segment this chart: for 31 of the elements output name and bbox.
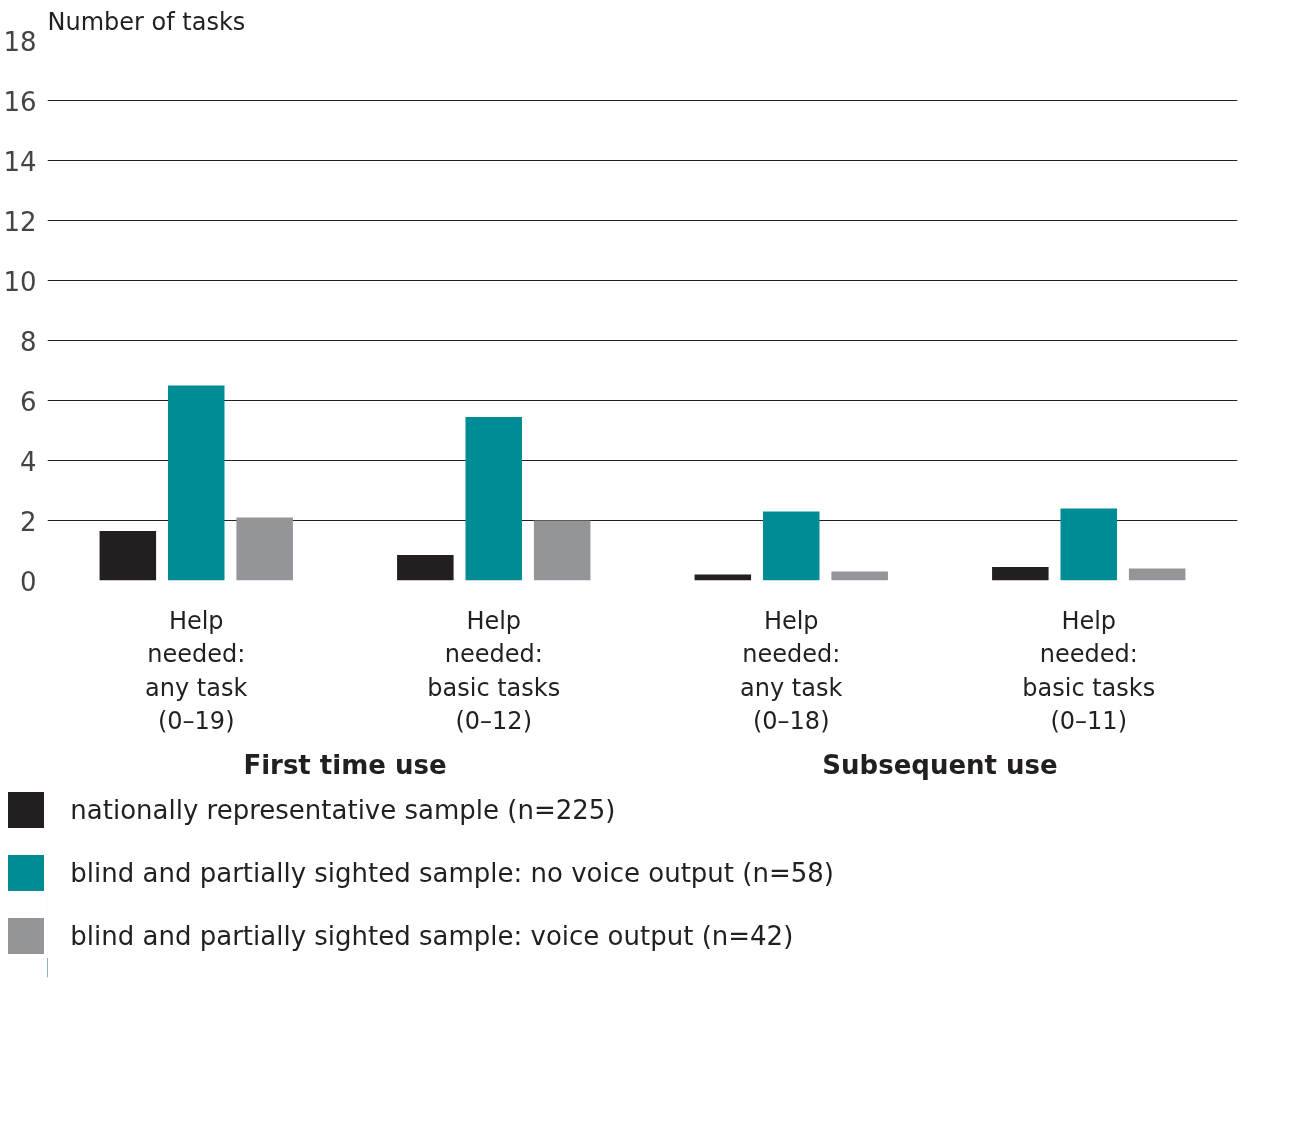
y-tick-label: 4 — [19, 446, 37, 477]
legend-label: blind and partially sighted sample: voice output (n=42) — [70, 920, 794, 951]
legend-label: blind and partially sighted sample: no voice output (n=58) — [70, 857, 834, 888]
x-tick-label: Help needed: basic tasks (0–11) — [1022, 606, 1156, 736]
bar — [99, 531, 157, 581]
y-tick-label: 18 — [3, 26, 37, 57]
y-tick-label: 12 — [3, 206, 37, 237]
bar — [1128, 568, 1186, 581]
y-tick-label: 10 — [3, 266, 37, 297]
x-tick-label: Help needed: any task (0–19) — [145, 606, 248, 736]
bar — [1060, 508, 1118, 581]
y-tick-label: 2 — [19, 506, 37, 537]
bar — [397, 555, 454, 581]
text: First time use — [243, 749, 447, 780]
x-tick-label: Help needed: any task (0–18) — [740, 606, 843, 736]
x-tick-label: Help needed: basic tasks (0–12) — [427, 606, 561, 736]
y-tick-label: 8 — [19, 326, 37, 357]
y-axis-title: Number of tasks — [47, 7, 246, 36]
y-tick-label: 0 — [19, 566, 37, 597]
bar — [236, 517, 293, 581]
bar — [167, 385, 225, 581]
y-tick-label: 16 — [3, 86, 37, 117]
bar — [831, 571, 888, 581]
bar — [992, 567, 1049, 581]
y-tick-label: 6 — [19, 386, 37, 417]
y-tick-label: 14 — [3, 146, 37, 177]
text: Subsequent use — [822, 749, 1058, 780]
bar — [533, 520, 591, 581]
bar — [465, 417, 523, 581]
bar — [762, 511, 820, 581]
legend-label: nationally representative sample (n=225) — [70, 794, 616, 825]
